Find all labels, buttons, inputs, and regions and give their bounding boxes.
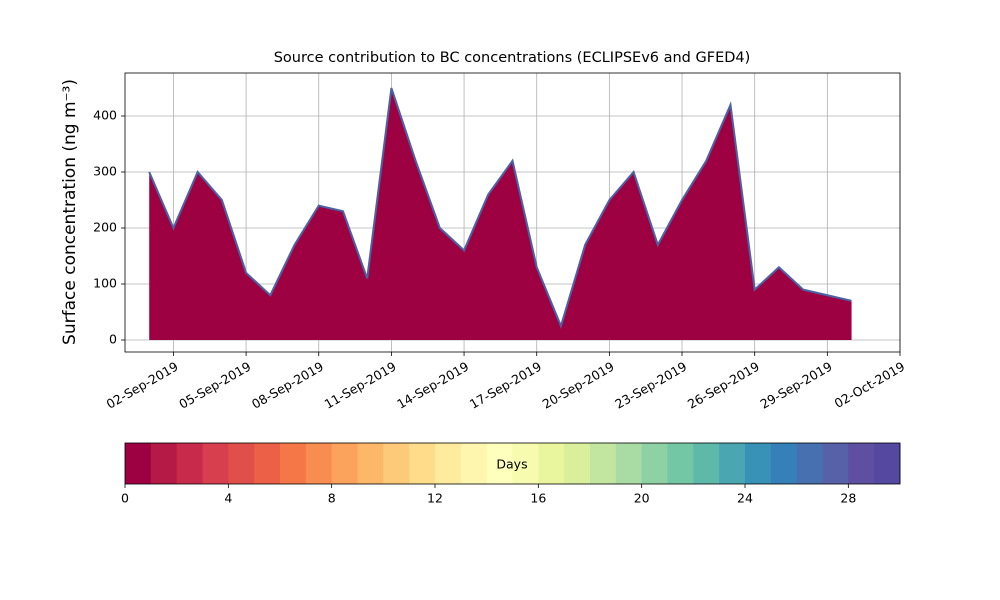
x-tick-label: 29-Sep-2019: [758, 359, 835, 412]
colorbar-frame: [124, 442, 901, 485]
colorbar-swatch: [435, 443, 462, 484]
x-tick-label: 26-Sep-2019: [685, 359, 762, 412]
colorbar-swatch: [745, 443, 772, 484]
colorbar-swatch: [667, 443, 694, 484]
colorbar-swatch: [228, 443, 255, 484]
colorbar-swatch: [590, 443, 617, 484]
colorbar-swatch: [254, 443, 281, 484]
colorbar-swatch: [150, 443, 178, 484]
colorbar-swatch: [409, 443, 436, 484]
colorbar-swatch: [615, 443, 643, 484]
x-tick-label: 02-Oct-2019: [832, 359, 908, 411]
colorbar-tick-label: 24: [737, 491, 753, 506]
colorbar-tick-label: 28: [840, 491, 856, 506]
line: [148, 87, 852, 330]
x-tick-label: 11-Sep-2019: [322, 359, 399, 412]
plot-frame: [124, 72, 901, 353]
colorbar-swatch: [822, 443, 849, 484]
x-tick-label: 17-Sep-2019: [467, 359, 544, 412]
y-tick-label: 0: [109, 332, 117, 347]
colorbar-tick-label: 0: [121, 491, 129, 506]
x-tick-label: 14-Sep-2019: [394, 359, 471, 412]
x-tick-label: 08-Sep-2019: [249, 359, 326, 412]
area: [149, 88, 852, 341]
colorbar-swatch: [693, 443, 720, 484]
colorbar-swatch: [719, 443, 746, 484]
x-tick-label: 05-Sep-2019: [176, 359, 253, 412]
colorbar-tick-label: 12: [427, 491, 443, 506]
colorbar-swatch: [796, 443, 823, 484]
colorbar-swatch: [641, 443, 668, 484]
colorbar-swatch: [564, 443, 591, 484]
y-tick-label: 200: [93, 220, 117, 235]
colorbar-tick-label: 20: [634, 491, 650, 506]
colorbar-swatch: [512, 443, 539, 484]
colorbar-swatch: [331, 443, 358, 484]
x-tick-label: 02-Sep-2019: [104, 359, 181, 412]
y-tick-label: 400: [93, 108, 117, 123]
colorbar-tick-label: 16: [530, 491, 546, 506]
y-tick-label: 300: [93, 164, 117, 179]
colorbar-swatch: [202, 443, 229, 484]
colorbar-label: Days: [496, 457, 527, 472]
colorbar-swatch: [848, 443, 875, 484]
colorbar-swatch: [383, 443, 410, 484]
x-tick-label: 23-Sep-2019: [612, 359, 689, 412]
colorbar-swatch: [770, 443, 798, 484]
colorbar-tick-label: 4: [224, 491, 232, 506]
colorbar-swatch: [874, 443, 901, 484]
colorbar-swatch: [280, 443, 307, 484]
chart-title: Source contribution to BC concentrations…: [274, 50, 751, 66]
colorbar-swatch: [357, 443, 384, 484]
y-axis-label: Surface concentration (ng m⁻³): [60, 79, 80, 345]
colorbar-swatch: [125, 443, 152, 484]
colorbar-swatch: [460, 443, 488, 484]
colorbar-swatch: [176, 443, 203, 484]
x-tick-label: 20-Sep-2019: [540, 359, 617, 412]
colorbar-swatch: [486, 443, 513, 484]
colorbar-swatch: [538, 443, 565, 484]
y-tick-label: 100: [93, 276, 117, 291]
colorbar-swatch: [305, 443, 333, 484]
colorbar-tick-label: 8: [328, 491, 336, 506]
